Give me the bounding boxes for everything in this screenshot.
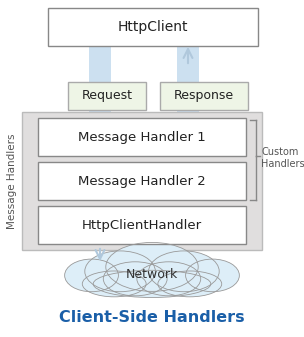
Ellipse shape [93, 270, 211, 298]
Ellipse shape [85, 251, 155, 292]
Ellipse shape [82, 271, 146, 297]
Ellipse shape [103, 262, 167, 296]
Ellipse shape [186, 259, 239, 292]
FancyBboxPatch shape [22, 112, 262, 250]
Ellipse shape [65, 259, 118, 292]
Text: Client-Side Handlers: Client-Side Handlers [59, 310, 245, 326]
Ellipse shape [106, 242, 198, 292]
FancyBboxPatch shape [38, 162, 246, 200]
FancyBboxPatch shape [48, 8, 258, 46]
Ellipse shape [158, 271, 222, 297]
Text: Network: Network [126, 268, 178, 280]
FancyBboxPatch shape [160, 82, 248, 110]
Text: Custom
Handlers: Custom Handlers [261, 147, 304, 169]
Text: Message Handlers: Message Handlers [7, 133, 17, 229]
FancyBboxPatch shape [38, 118, 246, 156]
Ellipse shape [149, 251, 219, 292]
FancyBboxPatch shape [38, 206, 246, 244]
Ellipse shape [137, 262, 201, 296]
FancyBboxPatch shape [68, 82, 146, 110]
Text: HttpClient: HttpClient [118, 20, 188, 34]
Text: HttpClientHandler: HttpClientHandler [82, 218, 202, 232]
Text: Message Handler 1: Message Handler 1 [78, 130, 206, 144]
FancyBboxPatch shape [89, 46, 111, 248]
FancyBboxPatch shape [177, 46, 199, 248]
Text: Message Handler 2: Message Handler 2 [78, 175, 206, 187]
Text: Request: Request [81, 90, 133, 102]
Text: Response: Response [174, 90, 234, 102]
